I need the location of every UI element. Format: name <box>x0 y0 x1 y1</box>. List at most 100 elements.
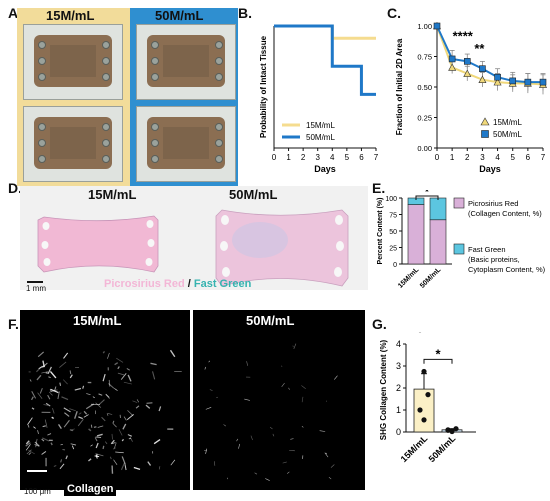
y-tick-label: 2 <box>396 383 401 393</box>
collagen-fiber <box>209 389 213 391</box>
shg-image-50m <box>193 310 365 490</box>
collagen-fiber <box>31 391 37 399</box>
collagen-fiber <box>85 403 95 410</box>
collagen-fiber <box>146 402 153 404</box>
panel-label-g: G. <box>372 316 387 332</box>
x-tick-label: 6 <box>526 153 531 162</box>
x-tick-label: 15M/mL <box>399 433 430 464</box>
survival-chart: 0 1 2 3 4 5 6 7 Days Probability of Intact Tissue… <box>259 24 379 174</box>
collagen-fiber <box>250 435 253 441</box>
collagen-fiber <box>123 416 127 421</box>
collagen-fiber <box>88 428 92 432</box>
y-axis-label: Fraction of Initial 2D Area <box>395 38 404 135</box>
collagen-fiber <box>280 365 283 367</box>
collagen-fiber <box>107 352 110 359</box>
scale-label-1mm: 1 mm <box>26 284 46 293</box>
legend-swatch <box>453 243 465 255</box>
post-pillar <box>215 123 223 131</box>
well-photo <box>23 24 123 100</box>
tissue-bridge <box>50 127 96 159</box>
collagen-fiber <box>62 379 68 385</box>
collagen-fiber <box>170 459 176 466</box>
panel-label-f: F. <box>8 316 19 332</box>
significance-star: * <box>435 346 441 361</box>
collagen-fiber <box>136 399 140 403</box>
collagen-fiber <box>246 361 248 366</box>
collagen-fiber <box>117 366 120 370</box>
collagen-fiber <box>132 400 138 403</box>
collagen-fiber <box>113 459 118 466</box>
histology-sections <box>27 209 349 287</box>
shg-15m-fibers <box>25 349 182 474</box>
collagen-fiber <box>63 407 71 413</box>
collagen-fiber <box>106 413 109 416</box>
collagen-fiber <box>25 444 31 451</box>
collagen-fiber <box>48 376 51 378</box>
collagen-tag: Collagen <box>64 482 117 496</box>
collagen-fiber <box>59 361 67 368</box>
stain-green-label: Fast Green <box>193 278 252 290</box>
shg-50m-fibers <box>204 343 338 481</box>
post-pillar <box>151 57 159 65</box>
collagen-fiber <box>147 461 152 466</box>
collagen-fiber <box>41 450 47 455</box>
y-tick-label: 3 <box>396 361 401 371</box>
data-point <box>421 368 427 375</box>
collagen-fiber <box>169 349 176 358</box>
collagen-fiber <box>290 438 294 440</box>
shg-50m-title: 50M/mL <box>246 313 295 328</box>
collagen-fiber <box>254 472 258 475</box>
collagen-fiber <box>208 360 211 363</box>
histology-50m-title: 50M/mL <box>229 187 278 202</box>
collagen-fiber <box>64 412 70 417</box>
y-tick-label: 0.00 <box>417 144 432 153</box>
collagen-fiber <box>63 419 70 428</box>
post-pillar <box>215 155 223 163</box>
series-line <box>274 24 376 40</box>
collagen-fiber <box>50 388 59 394</box>
collagen-fiber <box>124 464 127 471</box>
panel-label-b: B. <box>238 5 252 21</box>
significance-bracket <box>415 195 439 200</box>
collagen-fiber <box>58 424 62 429</box>
area-fraction-chart: 0.00 0.25 0.50 0.75 1.00 0 1 2 3 4 5 6 7 Days Fraction… <box>395 21 548 174</box>
y-tick-label: 75 <box>389 213 397 220</box>
collagen-fiber <box>63 352 69 359</box>
triangle-marker <box>493 77 502 86</box>
collagen-fiber <box>244 398 250 401</box>
x-tick-label: 0 <box>435 153 440 162</box>
collagen-fiber <box>114 388 118 391</box>
collagen-fiber <box>205 448 208 454</box>
collagen-fiber <box>94 437 98 442</box>
scale-bar-1mm <box>27 281 43 283</box>
post-pillar <box>102 123 110 131</box>
collagen-fiber <box>145 404 151 409</box>
post-pillar <box>38 139 46 147</box>
collagen-fiber <box>112 423 117 428</box>
x-tick-label: 1 <box>286 153 291 162</box>
collagen-fiber <box>34 441 40 447</box>
square-marker <box>524 78 532 86</box>
post-pillar <box>38 41 46 49</box>
collagen-fiber <box>69 374 73 379</box>
post-pillar <box>38 155 46 163</box>
collagen-fiber <box>69 370 72 375</box>
stacked-bar-segment <box>407 204 425 265</box>
data-point <box>421 417 427 423</box>
y-axis-label: SHG Collagen Content (%) <box>379 339 388 440</box>
collagen-fiber <box>31 396 34 401</box>
collagen-fiber <box>39 387 43 394</box>
collagen-fiber <box>78 412 82 415</box>
collagen-fiber <box>52 408 55 414</box>
collagen-fiber <box>238 443 240 449</box>
collagen-fiber <box>90 424 93 428</box>
collagen-fiber <box>37 351 45 358</box>
collagen-fiber <box>153 439 161 445</box>
collagen-fiber <box>133 466 141 471</box>
collagen-fiber <box>121 438 124 442</box>
well-photo <box>136 24 236 100</box>
collagen-fiber <box>41 438 45 442</box>
collagen-fiber <box>111 442 116 445</box>
collagen-fiber <box>107 413 113 415</box>
